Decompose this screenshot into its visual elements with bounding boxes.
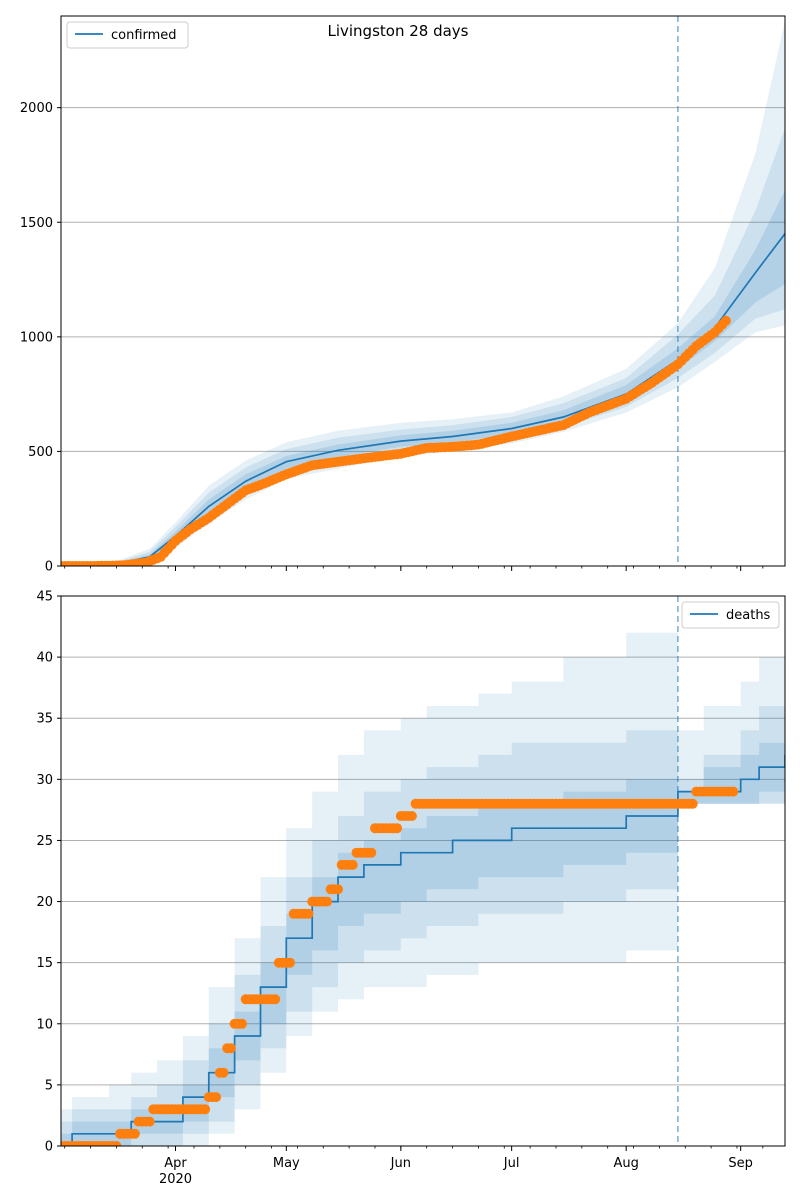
observed-point [303,908,314,919]
observed-point [728,786,739,797]
legend-label: deaths [726,608,771,623]
y-tick-label: 10 [36,1017,53,1032]
y-tick-label: 2000 [20,101,53,116]
x-tick-label: Jun [390,1156,411,1171]
observed-point [225,1043,236,1054]
observed-point [270,994,281,1005]
plot-area [61,596,785,1146]
x-tick-label: Aug [613,1156,638,1171]
observed-point [285,957,295,968]
y-tick-label: 30 [36,773,53,788]
axes-frame [60,15,786,567]
uncertainty-band-50 [61,730,785,1146]
observed-point [129,1128,140,1139]
y-tick-label: 0 [45,1140,53,1155]
legend: confirmed [66,21,189,49]
legend-box [681,601,780,629]
uncertainty-band-95 [61,620,785,1146]
observed-point [347,859,358,870]
confirmed-panel: 0 500 1000 1500 2000 confirmed [20,15,786,575]
x-tick-label: Jul [503,1156,520,1171]
uncertainty-band-50 [61,190,785,566]
observed-point [366,847,377,858]
y-tick-label: 1500 [20,216,53,231]
x-year-label: 2020 [159,1172,192,1187]
legend: deaths [681,601,780,629]
y-tick-label: 1000 [20,330,53,345]
uncertainty-band-80 [61,681,785,1146]
observed-point [237,1018,247,1029]
y-tick-label: 0 [45,560,53,575]
axes-frame [60,595,786,1147]
uncertainty-band-80 [61,128,785,566]
y-tick-label: 15 [36,956,53,971]
chart-title: Livingston 28 days [327,22,468,40]
deaths-panel: 0 5 10 15 20 25 30 35 40 45 Apr May Jun Jul Aug Sep 2020… [36,590,786,1187]
y-tick-label: 20 [36,895,53,910]
x-tick-label: Apr [164,1156,187,1171]
observed-point [392,823,403,834]
observed-point [687,798,698,809]
y-tick-label: 40 [36,651,53,666]
observed-point [218,1067,229,1078]
observed-point [111,1141,122,1146]
observed-point [333,884,343,895]
y-tick-label: 500 [28,445,53,460]
y-tick-label: 35 [36,712,53,727]
observed-point [322,896,332,907]
y-tick-label: 5 [45,1078,53,1093]
x-tick-label: Sep [728,1156,753,1171]
legend-box [66,21,189,49]
x-tick-label: May [273,1156,300,1171]
observed-point [200,1104,211,1115]
y-tick-label: 45 [36,590,53,605]
uncertainty-band-95 [61,20,785,566]
legend-label: confirmed [111,28,177,43]
observed-point [720,315,731,326]
y-tick-label: 25 [36,834,53,849]
observed-point [211,1092,222,1103]
observed-point [406,811,417,821]
confirmed-model-line [61,233,785,566]
observed-point [144,1116,155,1127]
plot-area [61,16,785,566]
